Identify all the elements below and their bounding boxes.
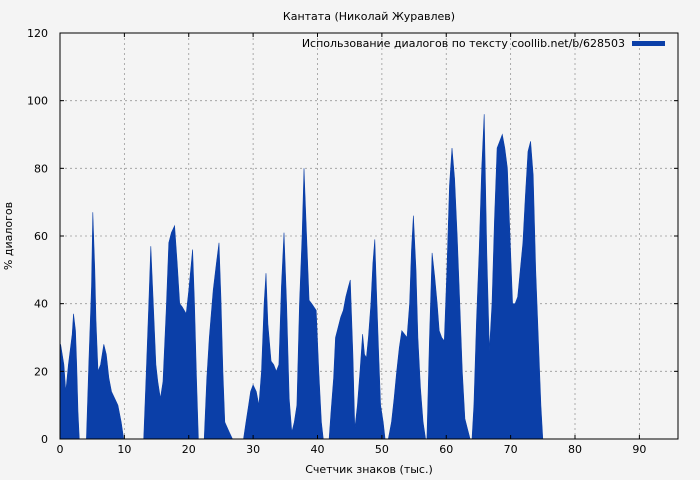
y-tick-label: 120 xyxy=(27,27,48,40)
x-tick-label: 30 xyxy=(246,443,260,456)
x-tick-label: 90 xyxy=(632,443,646,456)
x-tick-label: 10 xyxy=(117,443,131,456)
x-tick-label: 40 xyxy=(311,443,325,456)
series-layer xyxy=(59,114,544,440)
grid-lines xyxy=(60,33,678,439)
x-tick-label: 60 xyxy=(439,443,453,456)
x-tick-label: 20 xyxy=(182,443,196,456)
legend-swatch xyxy=(632,41,665,46)
y-axis-label: % диалогов xyxy=(2,202,15,270)
x-tick-label: 50 xyxy=(375,443,389,456)
y-tick-label: 20 xyxy=(34,365,48,378)
y-tick-label: 80 xyxy=(34,162,48,175)
x-axis-label: Счетчик знаков (тыс.) xyxy=(305,463,433,476)
x-tick-label: 0 xyxy=(57,443,64,456)
y-tick-label: 0 xyxy=(41,433,48,446)
x-tick-label: 80 xyxy=(568,443,582,456)
legend: Использование диалогов по тексту coollib… xyxy=(302,37,665,50)
y-tick-label: 40 xyxy=(34,298,48,311)
y-tick-label: 100 xyxy=(27,95,48,108)
legend-label: Использование диалогов по тексту coollib… xyxy=(302,37,625,50)
axis-ticks: 0 10 20 30 40 50 60 70 80 90 0 20 40 60 80 100 120 xyxy=(27,27,678,456)
x-tick-label: 70 xyxy=(504,443,518,456)
chart-title: Кантата (Николай Журавлев) xyxy=(283,10,455,23)
y-tick-label: 60 xyxy=(34,230,48,243)
series-area xyxy=(59,114,544,440)
